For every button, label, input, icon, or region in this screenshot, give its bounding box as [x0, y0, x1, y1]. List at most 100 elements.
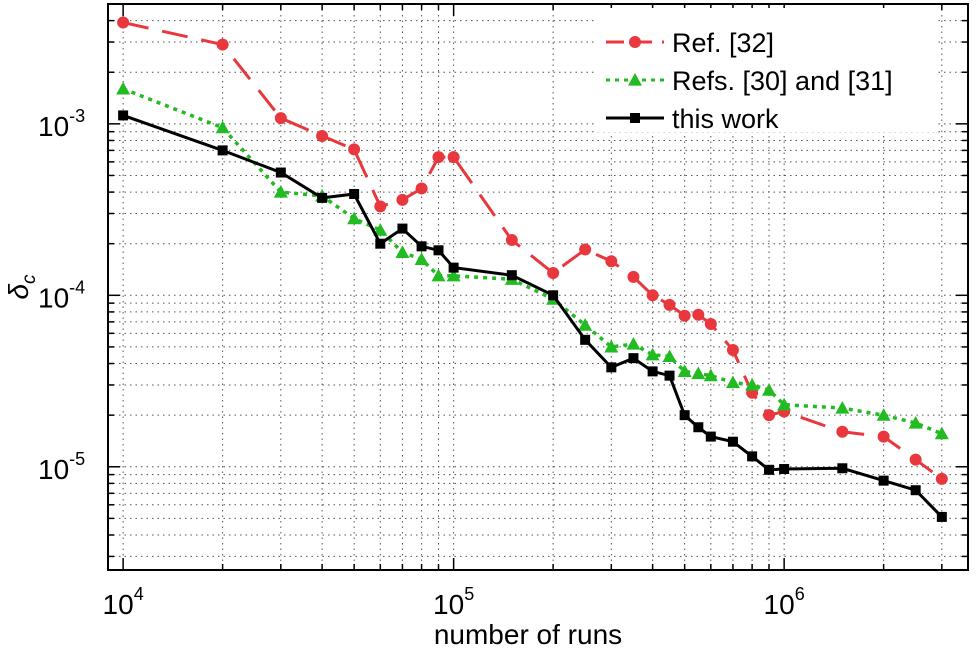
data-point [432, 151, 445, 164]
y-tick-label: 10-5 [38, 449, 85, 485]
x-tick-label: 104 [103, 584, 144, 620]
legend-swatch-marker [629, 36, 641, 48]
y-tick-label-base: 10 [38, 454, 69, 485]
data-point [431, 268, 446, 282]
data-point [910, 485, 921, 496]
data-point [397, 223, 408, 234]
legend-label: Refs. [30] and [31] [672, 66, 893, 96]
legend: Ref. [32] Refs. [30] and [31] this work [596, 8, 938, 134]
data-point [908, 416, 923, 429]
data-point [745, 377, 760, 391]
data-point [935, 472, 948, 485]
data-point [448, 262, 459, 273]
data-point [349, 188, 360, 199]
data-point [447, 151, 460, 164]
data-point [348, 143, 361, 156]
data-point [396, 193, 409, 206]
legend-label: this work [672, 104, 779, 134]
data-point [678, 309, 691, 322]
y-axis-label: δc [3, 274, 40, 300]
data-point [605, 255, 618, 268]
data-point [317, 192, 328, 203]
data-point [779, 464, 790, 475]
data-point [217, 145, 228, 156]
data-point [664, 370, 675, 381]
data-point [273, 185, 288, 198]
y-tick-label-exp: -5 [69, 449, 85, 469]
data-point [663, 298, 676, 311]
data-point [446, 268, 461, 282]
x-tick-label-exp: 5 [464, 584, 474, 604]
data-point [662, 349, 677, 363]
data-point [548, 290, 559, 301]
data-point [578, 318, 593, 331]
y-axis-label-base: δ [3, 284, 34, 300]
series-ref-32 [117, 16, 948, 485]
x-tick-label-base: 10 [764, 589, 795, 620]
x-tick-label-base: 10 [103, 589, 134, 620]
data-point [116, 81, 131, 95]
data-point [936, 511, 947, 522]
series-line [122, 113, 943, 518]
y-tick-label-exp: -3 [69, 106, 85, 126]
data-point [374, 200, 387, 213]
series-layer [116, 16, 949, 522]
data-point [606, 362, 617, 373]
data-point [626, 337, 641, 350]
data-point [604, 339, 619, 353]
data-point [646, 289, 659, 302]
legend-swatch-marker [628, 73, 642, 86]
data-point [347, 211, 362, 225]
data-point [679, 410, 690, 421]
y-tick-label-exp: -4 [69, 277, 85, 297]
data-point [726, 343, 739, 356]
data-point [627, 270, 640, 283]
data-point [505, 234, 518, 247]
data-point [747, 451, 758, 462]
data-point [506, 270, 517, 281]
data-point [764, 464, 775, 475]
data-point [275, 167, 286, 178]
data-point [762, 383, 777, 396]
data-point [416, 241, 427, 252]
data-point [692, 308, 705, 321]
data-point [647, 366, 658, 377]
data-point [727, 436, 738, 447]
legend-label: Ref. [32] [672, 28, 774, 58]
data-point [777, 397, 792, 411]
y-tick-label-base: 10 [38, 111, 69, 142]
data-point [878, 475, 889, 486]
data-point [934, 426, 949, 440]
series-this-work [118, 110, 947, 522]
y-tick-label-base: 10 [38, 282, 69, 313]
data-point [645, 347, 660, 361]
x-axis-label: number of runs [434, 619, 622, 650]
data-point [725, 375, 740, 389]
data-point [433, 245, 444, 256]
data-point [693, 422, 704, 433]
data-point [375, 238, 386, 249]
data-point [579, 243, 592, 256]
data-point [705, 431, 716, 442]
data-point [703, 368, 718, 382]
data-point [876, 408, 891, 421]
data-point [704, 318, 717, 331]
y-axis-label-sub: c [19, 274, 40, 284]
data-point [677, 364, 692, 377]
x-tick-label-base: 10 [433, 589, 464, 620]
data-point [215, 120, 230, 134]
legend-box [596, 8, 938, 132]
data-point [836, 425, 849, 438]
data-point [216, 38, 229, 51]
series-line [122, 87, 943, 436]
x-tick-label: 106 [764, 584, 805, 620]
data-point [547, 266, 560, 279]
data-point [118, 110, 129, 121]
plot-frame [107, 3, 969, 571]
series-refs-30-and-31 [116, 81, 949, 440]
data-point [274, 112, 287, 125]
data-point [909, 453, 922, 466]
data-point [117, 16, 130, 29]
